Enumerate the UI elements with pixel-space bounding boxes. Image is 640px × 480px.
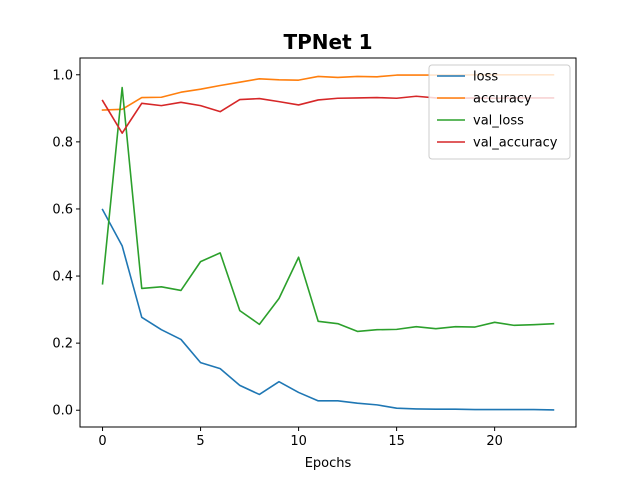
y-tick-label: 0.4 [52, 270, 73, 285]
y-tick-label: 0.0 [52, 404, 73, 419]
axes-frame [79, 57, 577, 428]
y-axis: 0.0 0.2 0.4 0.6 0.8 1.0 [52, 68, 80, 419]
y-tick-label: 0.6 [52, 202, 73, 217]
legend-label-loss: loss [473, 70, 498, 85]
series-line-val-loss [101, 86, 555, 333]
x-tick-label: 0 [98, 434, 106, 449]
y-tick-label: 0.8 [52, 135, 73, 150]
chart-title: TPNet 1 [283, 30, 372, 54]
x-axis: 0 5 10 15 20 [98, 427, 503, 449]
legend-label-val-accuracy: val_accuracy [473, 136, 558, 151]
x-tick-label: 20 [486, 434, 503, 449]
legend-label-val-loss: val_loss [473, 114, 524, 129]
legend-label-accuracy: accuracy [473, 92, 532, 107]
x-tick-label: 10 [290, 434, 307, 449]
series-line-loss [101, 208, 555, 411]
x-tick-label: 15 [388, 434, 405, 449]
x-tick-label: 5 [196, 434, 204, 449]
x-axis-label: Epochs [305, 456, 352, 471]
legend-box [428, 64, 571, 160]
legend: loss accuracy val_loss val_accuracy [428, 64, 571, 160]
y-tick-label: 0.2 [52, 337, 73, 352]
y-tick-label: 1.0 [52, 68, 73, 83]
